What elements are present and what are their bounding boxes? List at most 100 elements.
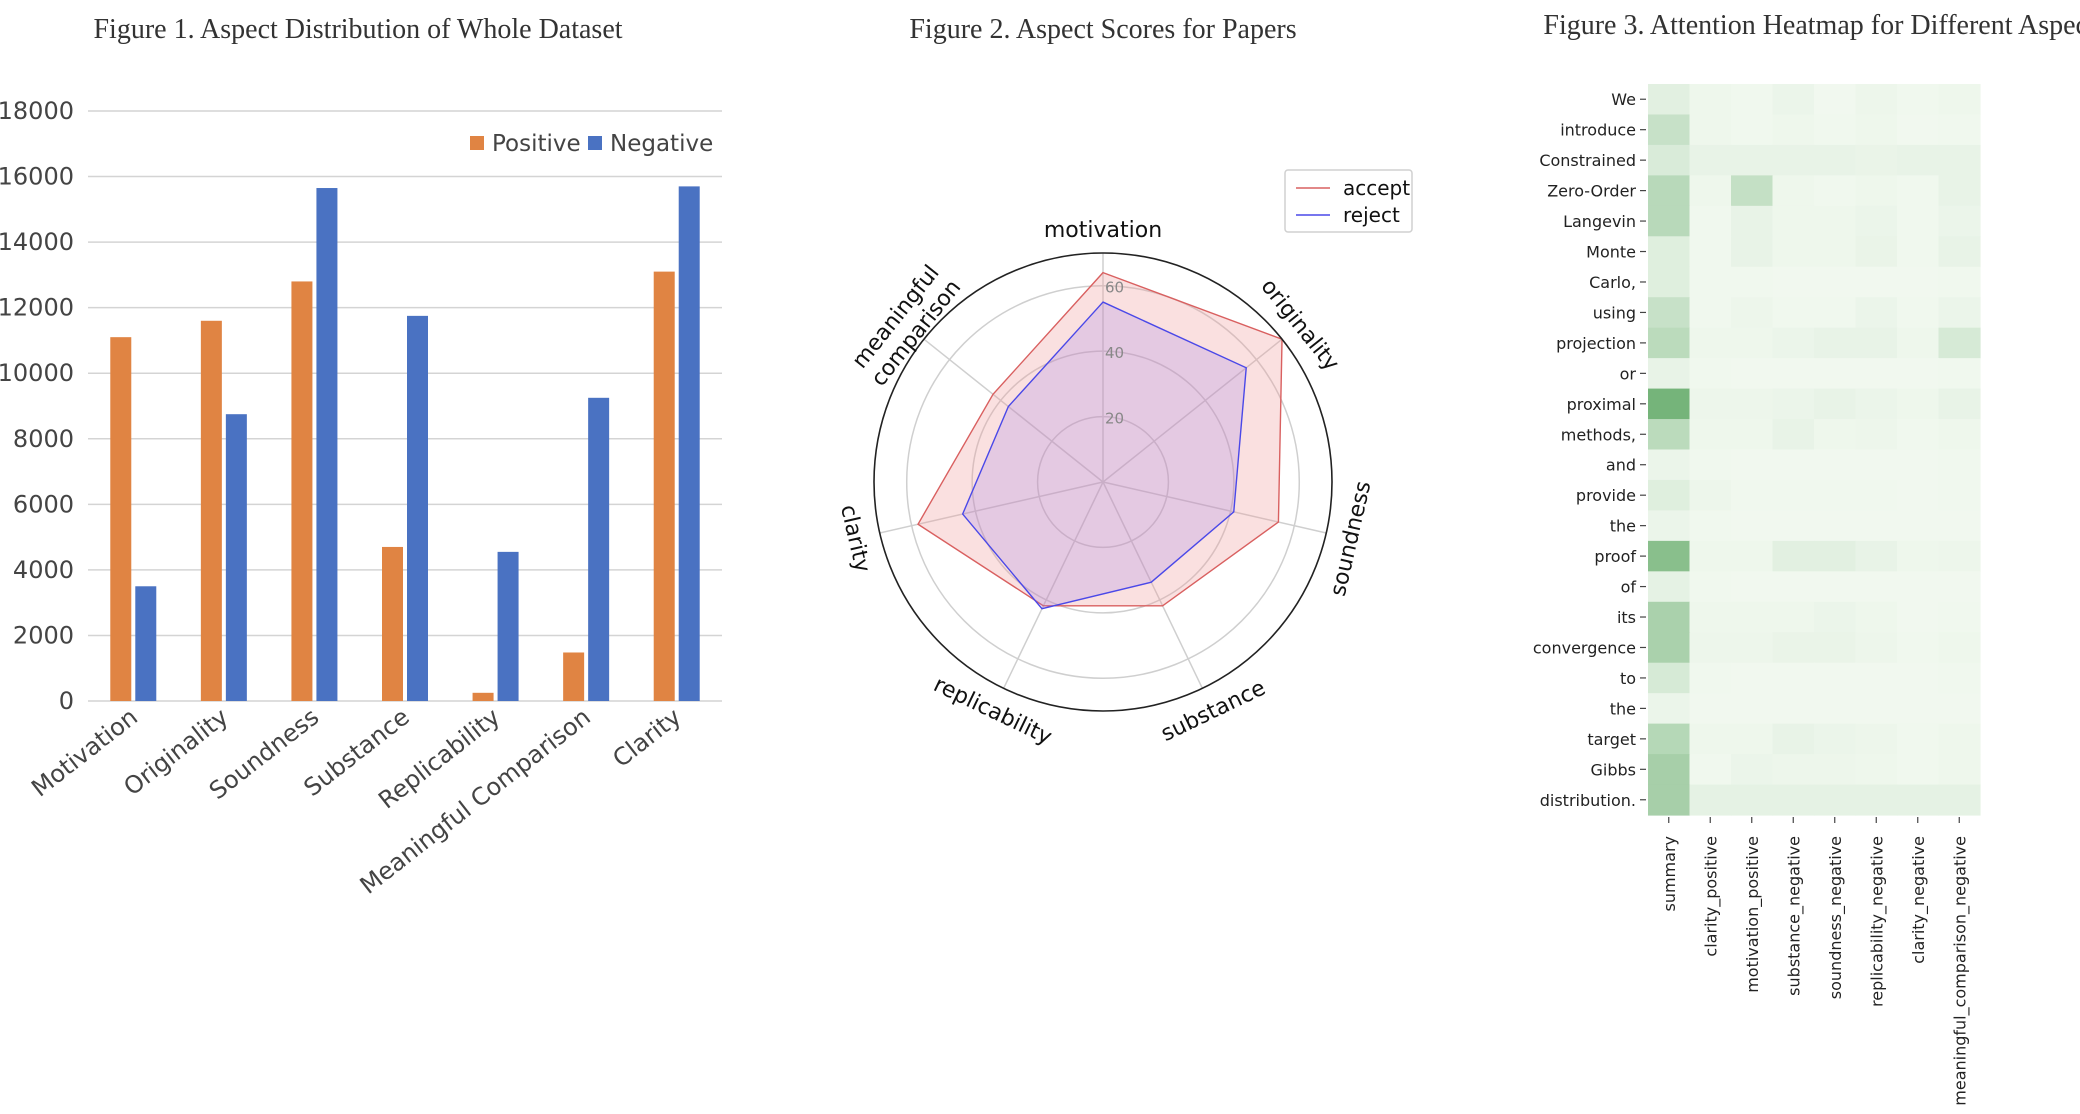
heatmap-cell	[1938, 540, 1981, 572]
heatmap-cell	[1772, 388, 1815, 420]
heatmap-cell	[1814, 358, 1857, 390]
heatmap-cell	[1772, 175, 1815, 207]
heatmap-cell	[1897, 84, 1940, 116]
heatmap-cell	[1731, 662, 1774, 694]
y-tick-label: 0	[59, 687, 74, 715]
radar-axis-label: meaningfulcomparison	[846, 259, 966, 391]
heatmap-cell	[1731, 601, 1774, 633]
heatmap-cell	[1855, 114, 1898, 146]
heatmap-cell	[1648, 175, 1691, 207]
bar-positive-replicability	[472, 692, 494, 701]
heatmap-cell	[1648, 601, 1691, 633]
heatmap-column-label: meaningful_comparison_negative	[1950, 836, 1970, 1106]
heatmap-cell	[1938, 784, 1981, 816]
bar-negative-meaningful-comparison	[588, 397, 610, 701]
heatmap-cell	[1897, 236, 1940, 268]
heatmap-cell	[1938, 723, 1981, 755]
heatmap-cell	[1772, 419, 1815, 451]
heatmap-cell	[1648, 540, 1691, 572]
heatmap-cell	[1855, 205, 1898, 237]
heatmap-cell	[1897, 632, 1940, 664]
heatmap-cell	[1897, 358, 1940, 390]
heatmap-cell	[1938, 175, 1981, 207]
heatmap-column-label: replicability_negative	[1867, 836, 1887, 1007]
heatmap-cell	[1938, 266, 1981, 298]
heatmap-column-label: clarity_negative	[1909, 836, 1929, 964]
heatmap-cell	[1689, 449, 1732, 481]
heatmap-cell	[1772, 266, 1815, 298]
heatmap-cell	[1855, 540, 1898, 572]
heatmap-cell	[1689, 175, 1732, 207]
heatmap-cell	[1731, 175, 1774, 207]
heatmap-cell	[1689, 571, 1732, 603]
radar-series-accept	[917, 271, 1283, 607]
heatmap-cell	[1731, 479, 1774, 512]
heatmap-cell	[1648, 114, 1691, 146]
heatmap-cell	[1938, 358, 1981, 390]
heatmap-cell	[1855, 632, 1898, 664]
heatmap-cell	[1648, 754, 1691, 786]
heatmap-cell	[1938, 327, 1981, 359]
heatmap-cell	[1814, 144, 1857, 176]
y-tick-label: 8000	[13, 425, 74, 453]
heatmap-cell	[1731, 266, 1774, 298]
bar-negative-replicability	[497, 551, 519, 701]
radar-outer-ring	[873, 252, 1333, 712]
radar-tick-label: 40	[1105, 344, 1124, 362]
heatmap-cell	[1897, 479, 1940, 512]
heatmap-cell	[1772, 723, 1815, 755]
heatmap-cell	[1689, 205, 1732, 237]
y-tick-label: 10000	[0, 359, 74, 387]
y-tick-label: 14000	[0, 228, 74, 256]
heatmap-chart: We introduce Constrained Zero-Order Langevin…	[1533, 84, 1981, 1106]
heatmap-cell	[1648, 144, 1691, 176]
heatmap-cell	[1731, 571, 1774, 603]
heatmap-cell	[1814, 723, 1857, 755]
x-tick-label: Clarity	[607, 703, 686, 773]
heatmap-cell	[1855, 571, 1898, 603]
heatmap-cell	[1689, 297, 1732, 329]
heatmap-cell	[1772, 84, 1815, 116]
heatmap-cell	[1689, 723, 1732, 755]
heatmap-cell	[1689, 144, 1732, 176]
heatmap-cell	[1648, 297, 1691, 329]
heatmap-cell	[1855, 723, 1898, 755]
heatmap-row-label: Langevin	[1563, 212, 1636, 231]
heatmap-cell	[1689, 266, 1732, 298]
radar-axis-label: soundness	[1326, 479, 1377, 599]
heatmap-cell	[1814, 784, 1857, 816]
heatmap-cell	[1814, 632, 1857, 664]
heatmap-cell	[1731, 419, 1774, 451]
heatmap-cell	[1897, 205, 1940, 237]
heatmap-row-label: Carlo,	[1589, 273, 1636, 292]
heatmap-row-label: its	[1617, 608, 1636, 627]
heatmap-cell	[1814, 205, 1857, 237]
heatmap-row-label: introduce	[1560, 121, 1636, 140]
heatmap-cell	[1814, 510, 1857, 542]
heatmap-cell	[1689, 510, 1732, 542]
heatmap-cell	[1731, 114, 1774, 146]
heatmap-cell	[1731, 723, 1774, 755]
figure3-title: Figure 3. Attention Heatmap for Differen…	[1543, 10, 2080, 41]
heatmap-cell	[1772, 754, 1815, 786]
heatmap-cell	[1689, 601, 1732, 633]
heatmap-cell	[1855, 449, 1898, 481]
heatmap-cell	[1814, 297, 1857, 329]
bar-negative-originality	[225, 414, 247, 701]
heatmap-cell	[1938, 662, 1981, 694]
heatmap-cell	[1689, 388, 1732, 420]
heatmap-cell	[1855, 388, 1898, 420]
heatmap-cell	[1731, 205, 1774, 237]
heatmap-cell	[1689, 358, 1732, 390]
heatmap-column-label: substance_negative	[1784, 836, 1804, 996]
heatmap-cell	[1731, 358, 1774, 390]
radar-spoke	[1102, 481, 1327, 534]
radar-tick-label: 20	[1105, 410, 1124, 428]
heatmap-column-label: soundness_negative	[1826, 836, 1846, 999]
heatmap-row-label: distribution.	[1540, 791, 1636, 810]
radar-axis-label: clarity	[835, 503, 875, 575]
heatmap-cell	[1938, 479, 1981, 512]
heatmap-cell	[1938, 693, 1981, 725]
heatmap-cell	[1855, 175, 1898, 207]
heatmap-cell	[1772, 297, 1815, 329]
